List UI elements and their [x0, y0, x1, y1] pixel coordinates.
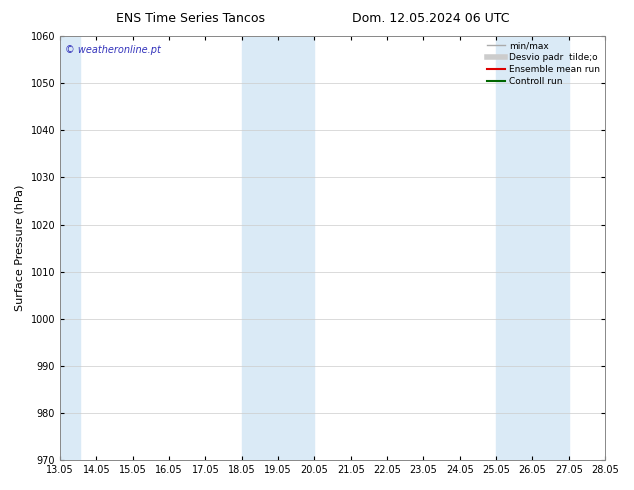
Bar [242, 36, 314, 460]
Text: Dom. 12.05.2024 06 UTC: Dom. 12.05.2024 06 UTC [353, 12, 510, 25]
Y-axis label: Surface Pressure (hPa): Surface Pressure (hPa) [15, 185, 25, 311]
Bar [60, 36, 80, 460]
Text: © weatheronline.pt: © weatheronline.pt [65, 45, 162, 54]
Bar [496, 36, 569, 460]
Legend: min/max, Desvio padr  tilde;o, Ensemble mean run, Controll run: min/max, Desvio padr tilde;o, Ensemble m… [484, 38, 604, 89]
Text: ENS Time Series Tancos: ENS Time Series Tancos [115, 12, 265, 25]
